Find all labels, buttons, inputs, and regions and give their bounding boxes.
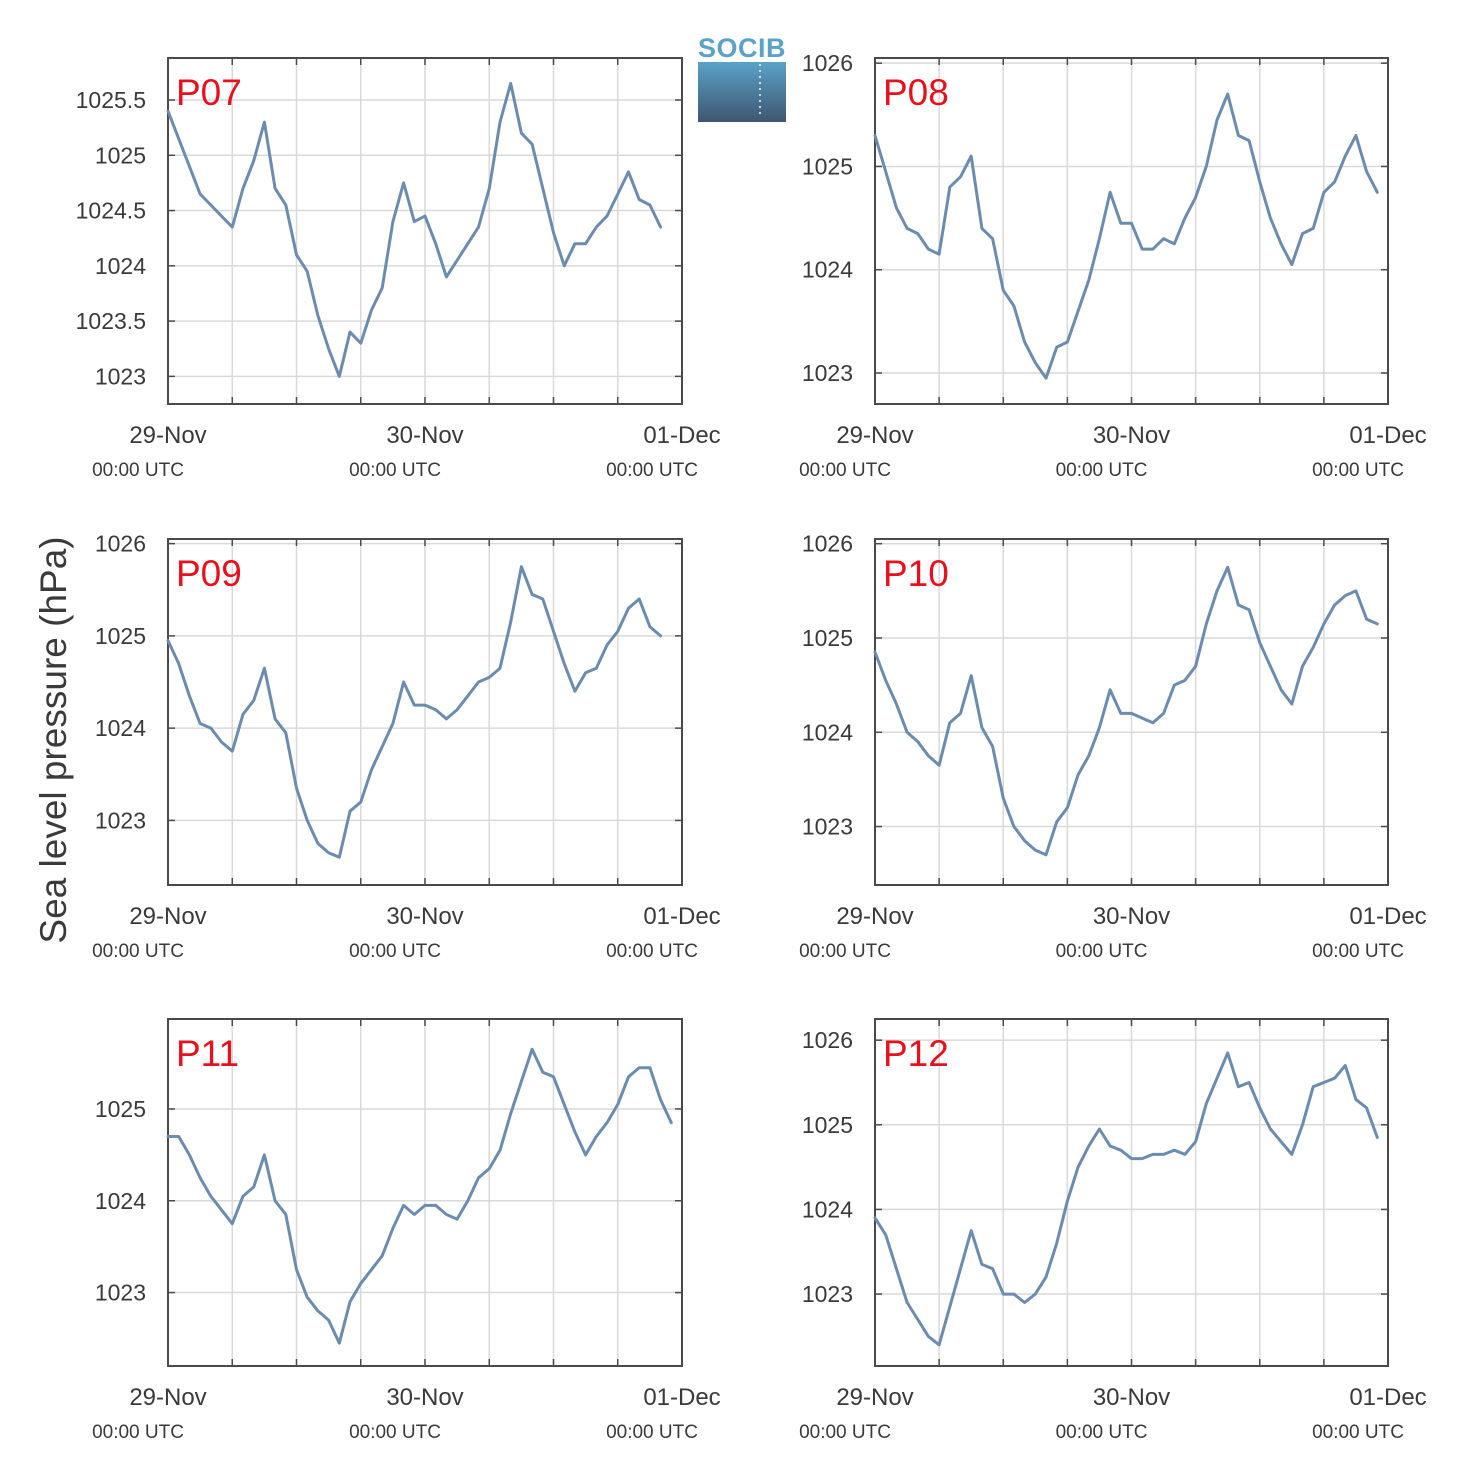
y-tick-label: 1024	[802, 1196, 853, 1222]
y-tick-label: 1023	[95, 1280, 146, 1306]
y-tick-label: 1025	[802, 1112, 853, 1138]
pressure-series-line	[873, 1051, 1379, 1347]
panel-label: P08	[883, 72, 949, 113]
x-tick-label: 01-Dec	[1349, 1384, 1426, 1411]
x-tick-label: 29-Nov	[129, 422, 206, 449]
pressure-series-line	[166, 81, 663, 378]
x-tick-sublabel: 00:00 UTC	[349, 941, 441, 962]
x-tick-label: 30-Nov	[1093, 903, 1170, 930]
x-tick-sublabel: 00:00 UTC	[1056, 1422, 1148, 1443]
x-tick-sublabel: 00:00 UTC	[799, 1422, 891, 1443]
x-tick-sublabel: 00:00 UTC	[606, 1422, 698, 1443]
x-tick-sublabel: 00:00 UTC	[1312, 1422, 1404, 1443]
x-tick-label: 01-Dec	[1349, 422, 1426, 449]
x-tick-sublabel: 00:00 UTC	[1312, 941, 1404, 962]
x-tick-label: 01-Dec	[643, 422, 720, 449]
pressure-series-line	[873, 92, 1379, 380]
x-tick-sublabel: 00:00 UTC	[92, 460, 184, 481]
x-tick-label: 29-Nov	[836, 422, 913, 449]
y-tick-label: 1024	[95, 1188, 146, 1214]
y-tick-label: 1025.5	[76, 87, 146, 113]
x-tick-sublabel: 00:00 UTC	[606, 460, 698, 481]
x-tick-sublabel: 00:00 UTC	[1056, 460, 1148, 481]
x-tick-sublabel: 00:00 UTC	[799, 460, 891, 481]
panel-label: P07	[176, 72, 242, 113]
panel-p08: 1023 1024 1025 1026 29-Nov 00:00 UTC 30-Nov 00:…	[799, 50, 1427, 481]
pressure-series-line	[166, 565, 663, 859]
panel-p07: 1023 1023.5 1024 1024.5 1025 1025.5 29-Nov 00:0…	[76, 57, 721, 481]
x-tick-sublabel: 00:00 UTC	[799, 941, 891, 962]
panel-p11: 1023 1024 1025 29-Nov 00:00 UTC 30-Nov 00:00 U…	[92, 1018, 721, 1443]
x-tick-label: 30-Nov	[1093, 422, 1170, 449]
x-tick-sublabel: 00:00 UTC	[349, 1422, 441, 1443]
panel-label: P12	[883, 1033, 949, 1074]
x-tick-sublabel: 00:00 UTC	[606, 941, 698, 962]
panel-label: P11	[176, 1033, 239, 1074]
panel-p10: 1023 1024 1025 1026 29-Nov 00:00 UTC 30-Nov 00:…	[799, 531, 1427, 962]
panel-p12: 1023 1024 1025 1026 29-Nov 00:00 UTC 30-Nov 00:…	[799, 1018, 1427, 1443]
pressure-series-line	[166, 1047, 673, 1345]
x-tick-label: 30-Nov	[386, 903, 463, 930]
x-tick-label: 01-Dec	[643, 903, 720, 930]
y-tick-label: 1024.5	[76, 198, 146, 224]
y-tick-label: 1025	[802, 153, 853, 179]
x-tick-label: 29-Nov	[836, 1384, 913, 1411]
y-tick-label: 1025	[95, 623, 146, 649]
y-tick-label: 1024	[95, 253, 146, 279]
y-tick-label: 1023	[95, 363, 146, 389]
x-tick-label: 29-Nov	[129, 1384, 206, 1411]
x-tick-label: 01-Dec	[1349, 903, 1426, 930]
y-axis-label: Sea level pressure (hPa)	[33, 536, 74, 943]
x-tick-sublabel: 00:00 UTC	[92, 941, 184, 962]
x-tick-label: 30-Nov	[386, 1384, 463, 1411]
y-tick-label: 1023	[802, 814, 853, 840]
y-tick-label: 1025	[802, 625, 853, 651]
socib-logo: SOCIB	[698, 33, 786, 122]
y-tick-label: 1024	[802, 257, 853, 283]
y-tick-label: 1025	[95, 1096, 146, 1122]
x-tick-label: 30-Nov	[386, 422, 463, 449]
y-tick-label: 1026	[802, 531, 853, 557]
panel-label: P09	[176, 553, 242, 594]
y-tick-label: 1026	[802, 50, 853, 76]
y-tick-label: 1023	[802, 360, 853, 386]
y-tick-label: 1024	[802, 719, 853, 745]
y-tick-label: 1023	[95, 807, 146, 833]
pressure-series-line	[873, 565, 1379, 857]
panels: 1023 1023.5 1024 1024.5 1025 1025.5 29-Nov 00:0…	[76, 50, 1427, 1443]
panel-label: P10	[883, 553, 949, 594]
x-tick-sublabel: 00:00 UTC	[1312, 460, 1404, 481]
x-tick-sublabel: 00:00 UTC	[1056, 941, 1148, 962]
x-tick-label: 29-Nov	[836, 903, 913, 930]
x-tick-sublabel: 00:00 UTC	[349, 460, 441, 481]
y-tick-label: 1023	[802, 1281, 853, 1307]
x-tick-label: 30-Nov	[1093, 1384, 1170, 1411]
y-tick-label: 1023.5	[76, 308, 146, 334]
y-tick-label: 1026	[95, 531, 146, 557]
x-tick-sublabel: 00:00 UTC	[92, 1422, 184, 1443]
logo-text: SOCIB	[698, 33, 786, 63]
logo-gradient-block	[698, 62, 786, 122]
x-tick-label: 29-Nov	[129, 903, 206, 930]
y-tick-label: 1026	[802, 1027, 853, 1053]
y-tick-label: 1024	[95, 715, 146, 741]
x-tick-label: 01-Dec	[643, 1384, 720, 1411]
y-tick-label: 1025	[95, 142, 146, 168]
panel-p09: 1023 1024 1025 1026 29-Nov 00:00 UTC 30-Nov 00:…	[92, 531, 721, 962]
